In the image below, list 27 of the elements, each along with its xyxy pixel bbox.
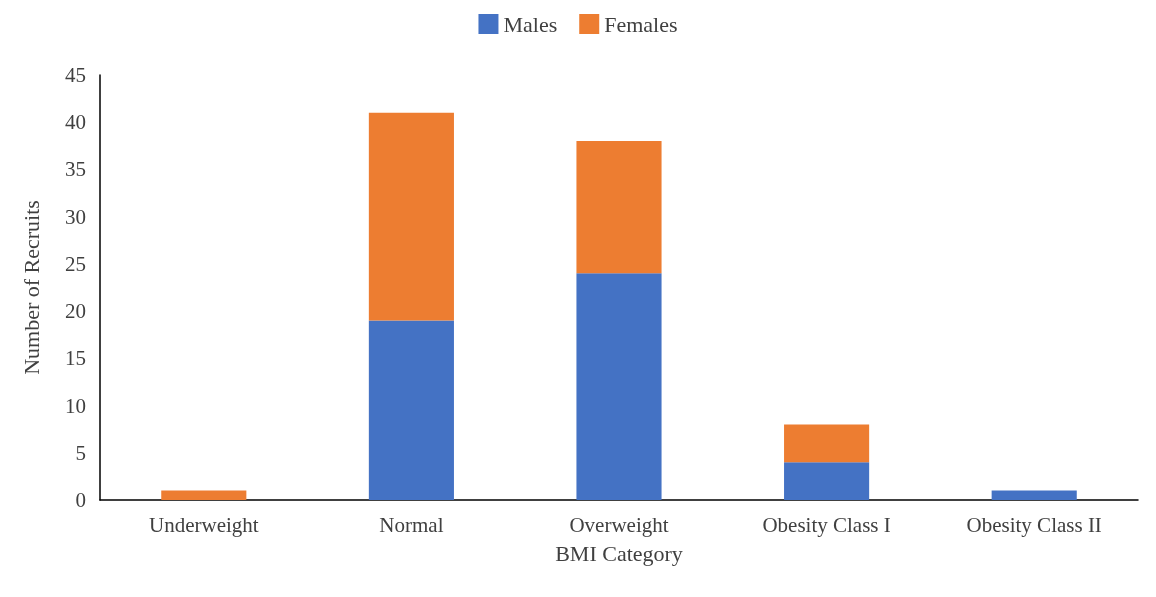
y-tick-label: 10 <box>65 393 86 418</box>
bar <box>576 273 662 500</box>
x-tick-label: Normal <box>379 512 444 537</box>
bar <box>161 490 247 500</box>
x-tick-label: Obesity Class I <box>762 512 891 537</box>
bar <box>784 462 870 500</box>
y-tick-label: 45 <box>65 63 86 87</box>
bar <box>368 112 454 321</box>
y-tick-label: 30 <box>65 204 86 229</box>
bar <box>784 424 870 463</box>
y-tick-label: 35 <box>65 157 86 182</box>
legend-label: Females <box>604 11 678 37</box>
y-axis-title: Number of Recruits <box>18 200 44 375</box>
legend-label: Males <box>503 11 558 37</box>
bar <box>576 141 662 274</box>
x-axis-title: BMI Category <box>555 540 683 566</box>
x-tick-label: Overweight <box>569 512 669 537</box>
bar <box>991 490 1077 500</box>
y-tick-label: 0 <box>75 488 86 512</box>
y-tick-label: 5 <box>75 440 86 465</box>
x-tick-label: Obesity Class II <box>966 512 1102 537</box>
y-tick-label: 20 <box>65 299 86 324</box>
bar <box>368 320 454 500</box>
y-tick-label: 40 <box>65 110 86 135</box>
x-tick-label: Underweight <box>148 512 259 537</box>
y-tick-label: 15 <box>65 346 86 371</box>
y-tick-label: 25 <box>65 251 86 276</box>
